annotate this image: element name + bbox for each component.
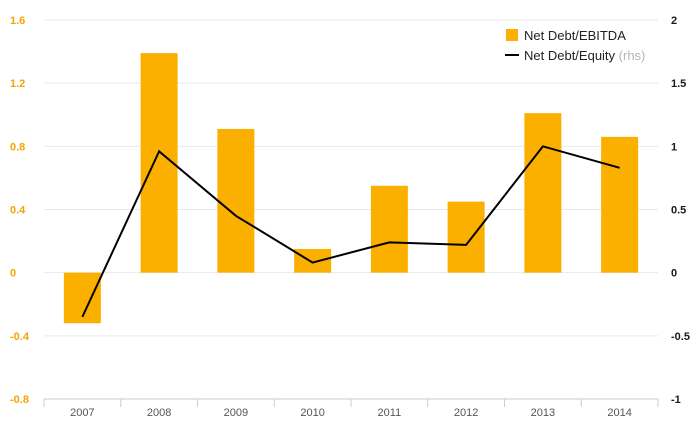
x-tick-label: 2011 [378, 407, 402, 419]
x-tick-label: 2012 [454, 407, 478, 419]
bar-net-debt-ebitda [217, 128, 255, 273]
y-left-tick-label: -0.8 [10, 394, 29, 406]
bar-net-debt-ebitda [524, 113, 562, 273]
x-tick-label: 2007 [70, 407, 94, 419]
bar-net-debt-ebitda [294, 248, 332, 273]
y-right-tick-label: -0.5 [671, 331, 690, 343]
y-left-tick-label: 1.6 [10, 15, 25, 27]
x-tick-label: 2008 [147, 407, 171, 419]
y-left-tick-label: 1.2 [10, 78, 25, 90]
x-tick-label: 2009 [224, 407, 248, 419]
y-right-tick-label: 0 [671, 268, 677, 280]
legend-label-net-debt-equity: Net Debt/Equity (rhs) [524, 48, 645, 63]
legend-swatch-net-debt-ebitda [506, 29, 518, 41]
y-right-tick-label: -1 [671, 394, 681, 406]
x-tick-label: 2013 [531, 407, 555, 419]
legend-label-net-debt-ebitda: Net Debt/EBITDA [524, 28, 626, 43]
bar-net-debt-ebitda [447, 201, 485, 273]
y-left-tick-label: 0 [10, 268, 16, 280]
legend-label-rhs-suffix: (rhs) [619, 48, 646, 63]
y-left-tick-label: 0.4 [10, 205, 26, 217]
line-net-debt-equity [81, 145, 620, 318]
legend-label-net-debt-equity-name: Net Debt/Equity [524, 48, 619, 63]
y-right-tick-label: 1.5 [671, 78, 686, 90]
x-tick-label: 2014 [607, 407, 631, 419]
x-tick-label: 2010 [300, 407, 324, 419]
y-right-tick-label: 0.5 [671, 205, 686, 217]
y-right-tick-label: 2 [671, 15, 677, 27]
bar-net-debt-ebitda [601, 136, 639, 273]
y-right-tick-label: 1 [671, 141, 677, 153]
y-left-tick-label: -0.4 [10, 331, 30, 343]
bar-net-debt-ebitda [370, 185, 408, 273]
y-left-tick-label: 0.8 [10, 141, 25, 153]
